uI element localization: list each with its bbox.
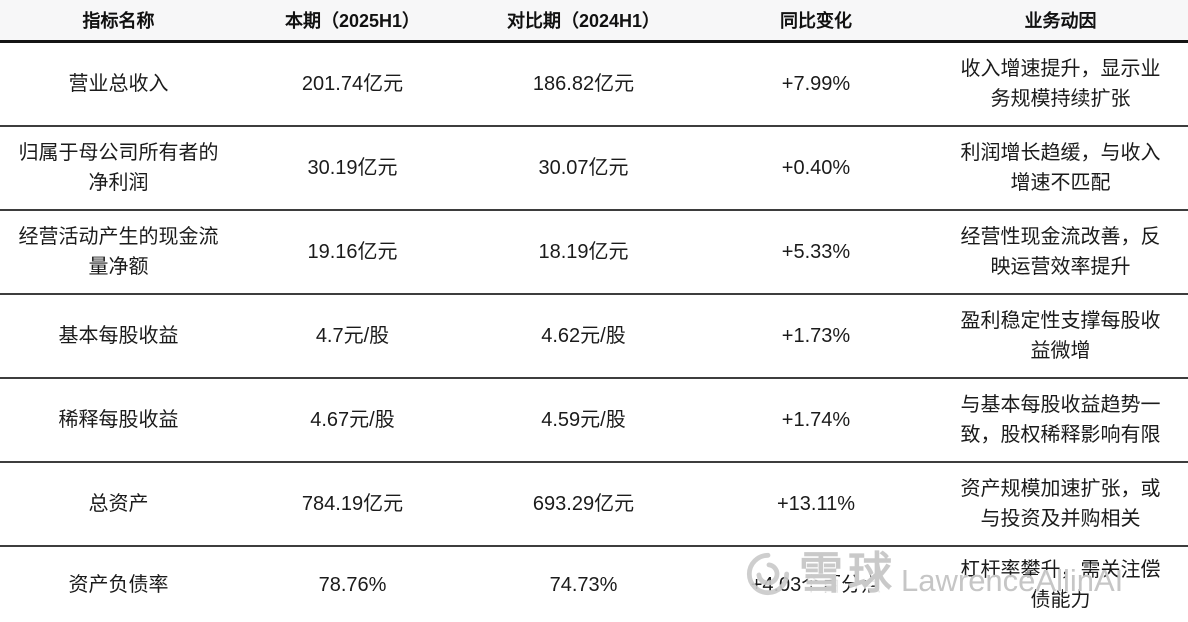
cell-driver: 杠杆率攀升，需关注偿债能力: [933, 546, 1188, 622]
cell-indicator: 基本每股收益: [0, 294, 237, 378]
header-current-period: 本期（2025H1）: [237, 0, 468, 42]
indicator-text: 营业总收入: [69, 69, 169, 99]
driver-text: 利润增长趋缓，与收入增速不匹配: [958, 138, 1164, 198]
cell-current: 4.67元/股: [237, 378, 468, 462]
indicator-text: 资产负债率: [69, 570, 169, 600]
cell-current: 19.16亿元: [237, 210, 468, 294]
cell-indicator: 资产负债率: [0, 546, 237, 622]
driver-text: 盈利稳定性支撑每股收益微增: [958, 306, 1164, 366]
cell-change: +0.40%: [699, 126, 933, 210]
cell-comparison: 18.19亿元: [468, 210, 699, 294]
table-header: 指标名称 本期（2025H1） 对比期（2024H1） 同比变化 业务动因: [0, 0, 1188, 42]
cell-change: +1.73%: [699, 294, 933, 378]
indicator-text: 总资产: [89, 489, 149, 519]
table-body: 营业总收入 201.74亿元 186.82亿元 +7.99% 收入增速提升，显示…: [0, 42, 1188, 622]
cell-driver: 与基本每股收益趋势一致，股权稀释影响有限: [933, 378, 1188, 462]
cell-indicator: 总资产: [0, 462, 237, 546]
cell-comparison: 30.07亿元: [468, 126, 699, 210]
cell-change: +13.11%: [699, 462, 933, 546]
driver-text: 收入增速提升，显示业务规模持续扩张: [958, 54, 1164, 114]
cell-comparison: 4.62元/股: [468, 294, 699, 378]
cell-comparison: 693.29亿元: [468, 462, 699, 546]
header-business-driver: 业务动因: [933, 0, 1188, 42]
cell-driver: 经营性现金流改善，反映运营效率提升: [933, 210, 1188, 294]
driver-text: 经营性现金流改善，反映运营效率提升: [958, 222, 1164, 282]
indicator-text: 稀释每股收益: [59, 405, 179, 435]
table-row: 总资产 784.19亿元 693.29亿元 +13.11% 资产规模加速扩张，或…: [0, 462, 1188, 546]
cell-comparison: 186.82亿元: [468, 42, 699, 127]
header-row: 指标名称 本期（2025H1） 对比期（2024H1） 同比变化 业务动因: [0, 0, 1188, 42]
cell-driver: 盈利稳定性支撑每股收益微增: [933, 294, 1188, 378]
cell-current: 784.19亿元: [237, 462, 468, 546]
cell-current: 4.7元/股: [237, 294, 468, 378]
table-row: 归属于母公司所有者的净利润 30.19亿元 30.07亿元 +0.40% 利润增…: [0, 126, 1188, 210]
table-row: 资产负债率 78.76% 74.73% +4.03个百分点 杠杆率攀升，需关注偿…: [0, 546, 1188, 622]
header-yoy-change: 同比变化: [699, 0, 933, 42]
table-row: 经营活动产生的现金流量净额 19.16亿元 18.19亿元 +5.33% 经营性…: [0, 210, 1188, 294]
cell-comparison: 4.59元/股: [468, 378, 699, 462]
cell-change: +7.99%: [699, 42, 933, 127]
table-row: 营业总收入 201.74亿元 186.82亿元 +7.99% 收入增速提升，显示…: [0, 42, 1188, 127]
cell-driver: 资产规模加速扩张，或与投资及并购相关: [933, 462, 1188, 546]
table-row: 稀释每股收益 4.67元/股 4.59元/股 +1.74% 与基本每股收益趋势一…: [0, 378, 1188, 462]
cell-indicator: 营业总收入: [0, 42, 237, 127]
table-row: 基本每股收益 4.7元/股 4.62元/股 +1.73% 盈利稳定性支撑每股收益…: [0, 294, 1188, 378]
cell-comparison: 74.73%: [468, 546, 699, 622]
cell-indicator: 稀释每股收益: [0, 378, 237, 462]
cell-indicator: 归属于母公司所有者的净利润: [0, 126, 237, 210]
header-comparison-period: 对比期（2024H1）: [468, 0, 699, 42]
indicator-text: 基本每股收益: [59, 321, 179, 351]
cell-driver: 利润增长趋缓，与收入增速不匹配: [933, 126, 1188, 210]
cell-current: 201.74亿元: [237, 42, 468, 127]
cell-change: +4.03个百分点: [699, 546, 933, 622]
cell-indicator: 经营活动产生的现金流量净额: [0, 210, 237, 294]
indicator-text: 经营活动产生的现金流量净额: [16, 222, 222, 282]
driver-text: 与基本每股收益趋势一致，股权稀释影响有限: [958, 390, 1164, 450]
header-indicator: 指标名称: [0, 0, 237, 42]
indicator-text: 归属于母公司所有者的净利润: [16, 138, 222, 198]
driver-text: 资产规模加速扩张，或与投资及并购相关: [958, 474, 1164, 534]
driver-text: 杠杆率攀升，需关注偿债能力: [958, 555, 1164, 615]
cell-change: +5.33%: [699, 210, 933, 294]
cell-current: 78.76%: [237, 546, 468, 622]
cell-driver: 收入增速提升，显示业务规模持续扩张: [933, 42, 1188, 127]
cell-change: +1.74%: [699, 378, 933, 462]
cell-current: 30.19亿元: [237, 126, 468, 210]
